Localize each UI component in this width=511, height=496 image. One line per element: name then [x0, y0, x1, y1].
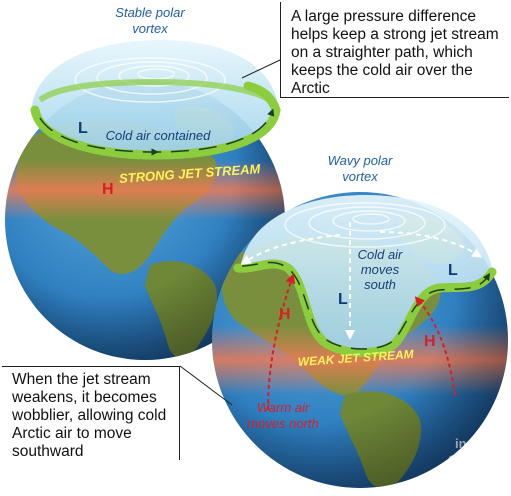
- cold-air-arrow-right: [379, 231, 483, 258]
- wavy-vortex-title: Wavy polar: [328, 153, 393, 168]
- watermark-line3: news: [453, 466, 501, 487]
- cold-air-arrow-left: [240, 234, 341, 265]
- low-pressure-label-wavy-right: L: [448, 262, 458, 279]
- weak-jet-callout: When the jet stream weakens, it becomes …: [2, 366, 180, 460]
- weak-jet-stream-arrows: [241, 261, 490, 350]
- stable-vortex-title: Stable polar: [115, 5, 185, 20]
- high-pressure-label-wavy-left: H: [279, 306, 291, 323]
- stable-vortex-title-line2: vortex: [132, 21, 168, 36]
- wavy-vortex-title-line1: Wavy polar: [328, 153, 393, 168]
- cold-air-contained-label: Cold air contained: [106, 128, 212, 143]
- cold-air-moves-south-line1: Cold air: [358, 247, 403, 262]
- weak-jet-stream-path: [233, 259, 497, 357]
- wavy-globe: Wavy polar vortex Cold air moves south L…: [212, 153, 508, 488]
- vortex-swirl-wavy: [284, 202, 446, 248]
- stable-vortex-title-2: vortex: [132, 21, 168, 36]
- low-pressure-label-stable: L: [78, 120, 88, 137]
- watermark-line2: climate: [448, 450, 496, 466]
- bottom-callout-pointer: [179, 365, 233, 406]
- high-pressure-label-wavy-right: H: [424, 333, 436, 350]
- low-pressure-label-wavy-center: L: [338, 291, 348, 308]
- stable-globe: Stable polar vortex L Cold air contained…: [5, 5, 285, 360]
- wavy-vortex-title-line2: vortex: [342, 169, 378, 184]
- wavy-vortex-title-2: vortex: [342, 169, 378, 184]
- warm-air-moves-north-line1: Warm air: [257, 400, 310, 415]
- cold-air-moves-south-line2: moves: [361, 262, 400, 277]
- cold-air-moves-south-line3: south: [364, 277, 396, 292]
- top-callout-pointer: [241, 59, 281, 79]
- polar-cap-wavy: [240, 195, 492, 350]
- inside-climate-news-watermark: inside climate news: [448, 436, 501, 487]
- vortex-swirl-stable: [74, 57, 226, 103]
- warm-air-moves-north-line2: moves north: [247, 416, 319, 431]
- watermark-line1: inside: [455, 436, 493, 451]
- high-pressure-label-stable: H: [102, 181, 114, 198]
- strong-jet-stream-arrows: [39, 108, 275, 156]
- strong-jet-callout: A large pressure difference helps keep a…: [280, 2, 509, 98]
- stable-vortex-title-line1: Stable polar: [115, 5, 185, 20]
- strong-jet-stream-back: [38, 78, 272, 103]
- warm-air-arrow-right: [414, 296, 456, 396]
